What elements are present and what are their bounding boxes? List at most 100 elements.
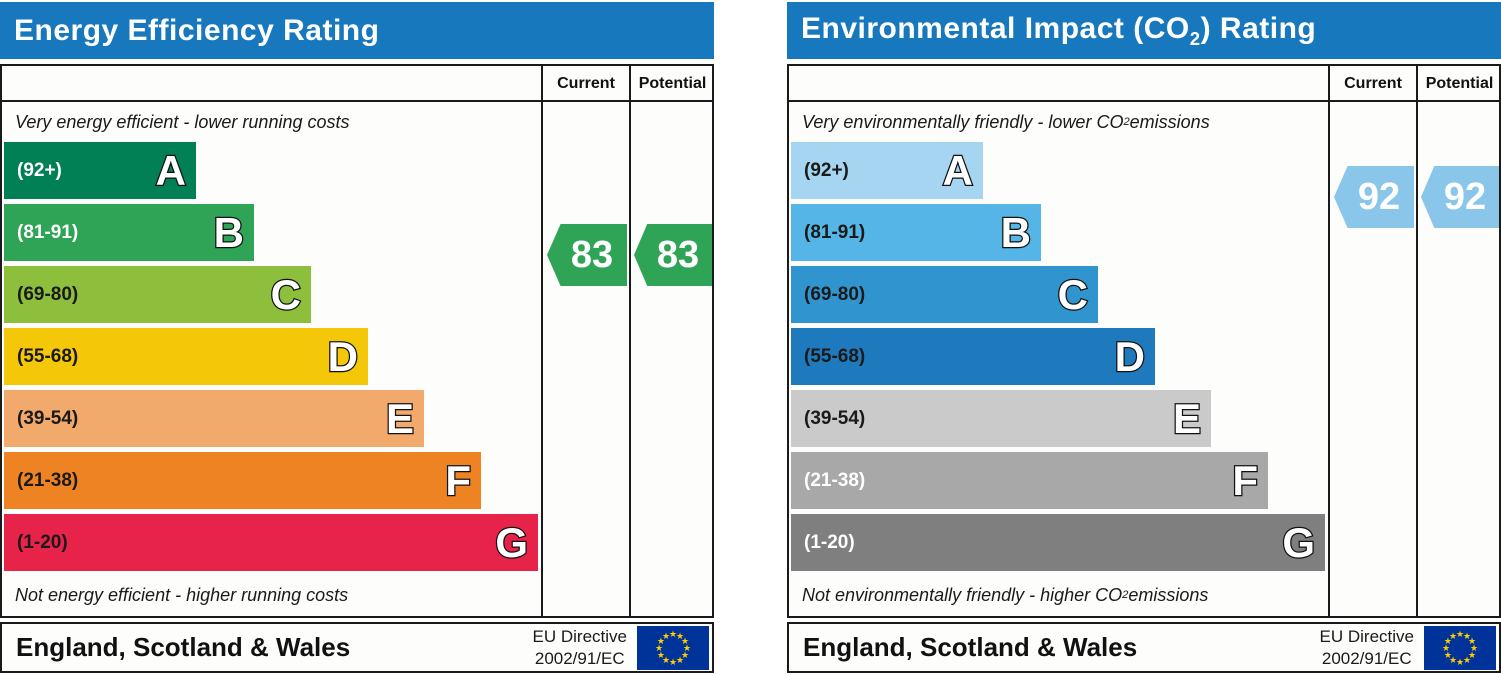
environmental-impact-panel: Environmental Impact (CO2) Rating Curren… (787, 2, 1501, 673)
svg-text:★: ★ (1463, 630, 1471, 640)
svg-text:★: ★ (1449, 630, 1457, 640)
band-letter: A (941, 146, 974, 194)
column-divider (541, 66, 543, 616)
panel-footer: England, Scotland & Wales EU Directive 2… (0, 622, 714, 673)
environmental-impact-title-bar: Environmental Impact (CO2) Rating (787, 2, 1501, 59)
panel-footer: England, Scotland & Wales EU Directive 2… (787, 622, 1501, 673)
region-name: England, Scotland & Wales (803, 632, 1138, 662)
band-row-f: (21-38) F (791, 452, 1499, 509)
energy-efficiency-title: Energy Efficiency Rating (14, 13, 380, 47)
band-range-label: (1-20) (17, 531, 68, 553)
band-row-g: (1-20) G (791, 514, 1499, 571)
svg-text:★: ★ (1463, 655, 1471, 665)
band-letter: B (212, 208, 245, 256)
band-row-d: (55-68) D (4, 328, 712, 385)
table-header-row: Current Potential (789, 66, 1499, 102)
svg-text:★: ★ (1442, 643, 1450, 653)
band-bar-d: (55-68) D (791, 328, 1155, 385)
eu-directive-text: EU Directive 2002/91/EC (533, 626, 627, 669)
band-row-e: (39-54) E (791, 390, 1499, 447)
environmental-impact-title: Environmental Impact (CO2) Rating (801, 11, 1317, 49)
current-column-header: Current (1344, 75, 1402, 92)
column-divider (1328, 66, 1330, 616)
svg-text:★: ★ (1449, 655, 1457, 665)
svg-text:★: ★ (676, 655, 684, 665)
svg-text:★: ★ (1470, 643, 1478, 653)
svg-text:★: ★ (683, 643, 691, 653)
band-letter: B (999, 208, 1032, 256)
energy-efficiency-panel: Energy Efficiency Rating Current Potenti… (0, 2, 714, 673)
band-row-a: (92+) A (4, 142, 712, 199)
band-range-label: (21-38) (804, 469, 866, 491)
band-bar-a: (92+) A (4, 142, 196, 199)
band-bar-g: (1-20) G (4, 514, 538, 571)
eu-directive-line2: 2002/91/EC (1321, 648, 1412, 668)
svg-text:★: ★ (657, 636, 665, 646)
band-bar-f: (21-38) F (4, 452, 481, 509)
svg-text:★: ★ (676, 630, 684, 640)
band-range-label: (21-38) (17, 469, 79, 491)
table-header-row: Current Potential (2, 66, 712, 102)
potential-column-header: Potential (1425, 75, 1494, 92)
eu-directive-line1: EU Directive (532, 627, 627, 647)
svg-text:★: ★ (1456, 657, 1464, 667)
band-letter: C (1056, 270, 1089, 318)
band-letter: F (444, 456, 472, 504)
band-letter: G (494, 518, 529, 566)
column-divider (1416, 66, 1418, 616)
band-letter: G (1281, 518, 1316, 566)
band-range-label: (81-91) (804, 221, 866, 243)
band-range-label: (55-68) (804, 345, 866, 367)
band-range-label: (92+) (17, 159, 62, 181)
band-row-a: (92+) A (791, 142, 1499, 199)
current-column-header: Current (557, 75, 615, 92)
svg-text:★: ★ (681, 636, 689, 646)
band-row-e: (39-54) E (4, 390, 712, 447)
band-bar-d: (55-68) D (4, 328, 368, 385)
footer-right: EU Directive 2002/91/EC ★ ★ ★ ★ ★ ★ ★ ★ ★ ★ ★ ★ (1320, 625, 1496, 670)
band-row-c: (69-80) C (4, 266, 712, 323)
svg-text:★: ★ (669, 657, 677, 667)
band-bar-e: (39-54) E (4, 390, 424, 447)
svg-text:★: ★ (655, 643, 663, 653)
bottom-caption: Not energy efficient - higher running co… (15, 584, 349, 605)
environmental-impact-table: Current Potential Very environmentally f… (787, 64, 1501, 618)
band-row-b: (81-91) B (4, 204, 712, 261)
energy-efficiency-table: Current Potential Very energy efficient … (0, 64, 714, 618)
potential-rating-arrow: 83 (634, 224, 712, 286)
top-caption: Very energy efficient - lower running co… (15, 111, 350, 132)
band-letter: A (154, 146, 187, 194)
band-letter: C (269, 270, 302, 318)
potential-rating-arrow: 92 (1421, 166, 1499, 228)
current-rating-arrow: 92 (1334, 166, 1414, 228)
band-range-label: (92+) (804, 159, 849, 181)
current-rating-value: 92 (1357, 175, 1401, 218)
column-divider (629, 66, 631, 616)
potential-rating-value: 92 (1443, 175, 1487, 218)
band-bar-e: (39-54) E (791, 390, 1211, 447)
top-caption: Very environmentally friendly - lower CO… (802, 111, 1210, 132)
band-row-d: (55-68) D (791, 328, 1499, 385)
svg-text:★: ★ (662, 655, 670, 665)
current-rating-value: 83 (570, 233, 614, 276)
svg-text:★: ★ (1444, 636, 1452, 646)
rating-bands: (92+) A (81-91) B (69-80) C (55-68) D (39-54) E (2… (2, 142, 712, 571)
potential-rating-value: 83 (656, 233, 700, 276)
band-letter: D (326, 332, 359, 380)
band-range-label: (69-80) (804, 283, 866, 305)
region-name: England, Scotland & Wales (16, 632, 351, 662)
potential-column-header: Potential (638, 75, 707, 92)
band-bar-c: (69-80) C (791, 266, 1098, 323)
eu-directive-line2: 2002/91/EC (534, 648, 625, 668)
band-letter: F (1231, 456, 1259, 504)
svg-text:★: ★ (669, 629, 677, 639)
svg-text:★: ★ (1444, 650, 1452, 660)
svg-text:★: ★ (662, 630, 670, 640)
band-bar-c: (69-80) C (4, 266, 311, 323)
band-bar-f: (21-38) F (791, 452, 1268, 509)
band-bar-b: (81-91) B (791, 204, 1041, 261)
eu-flag-icon: ★★★★★★★★★★★★ (1424, 625, 1496, 670)
eu-flag-icon: ★★★★★★★★★★★★ (637, 625, 709, 670)
band-letter: E (385, 394, 416, 442)
